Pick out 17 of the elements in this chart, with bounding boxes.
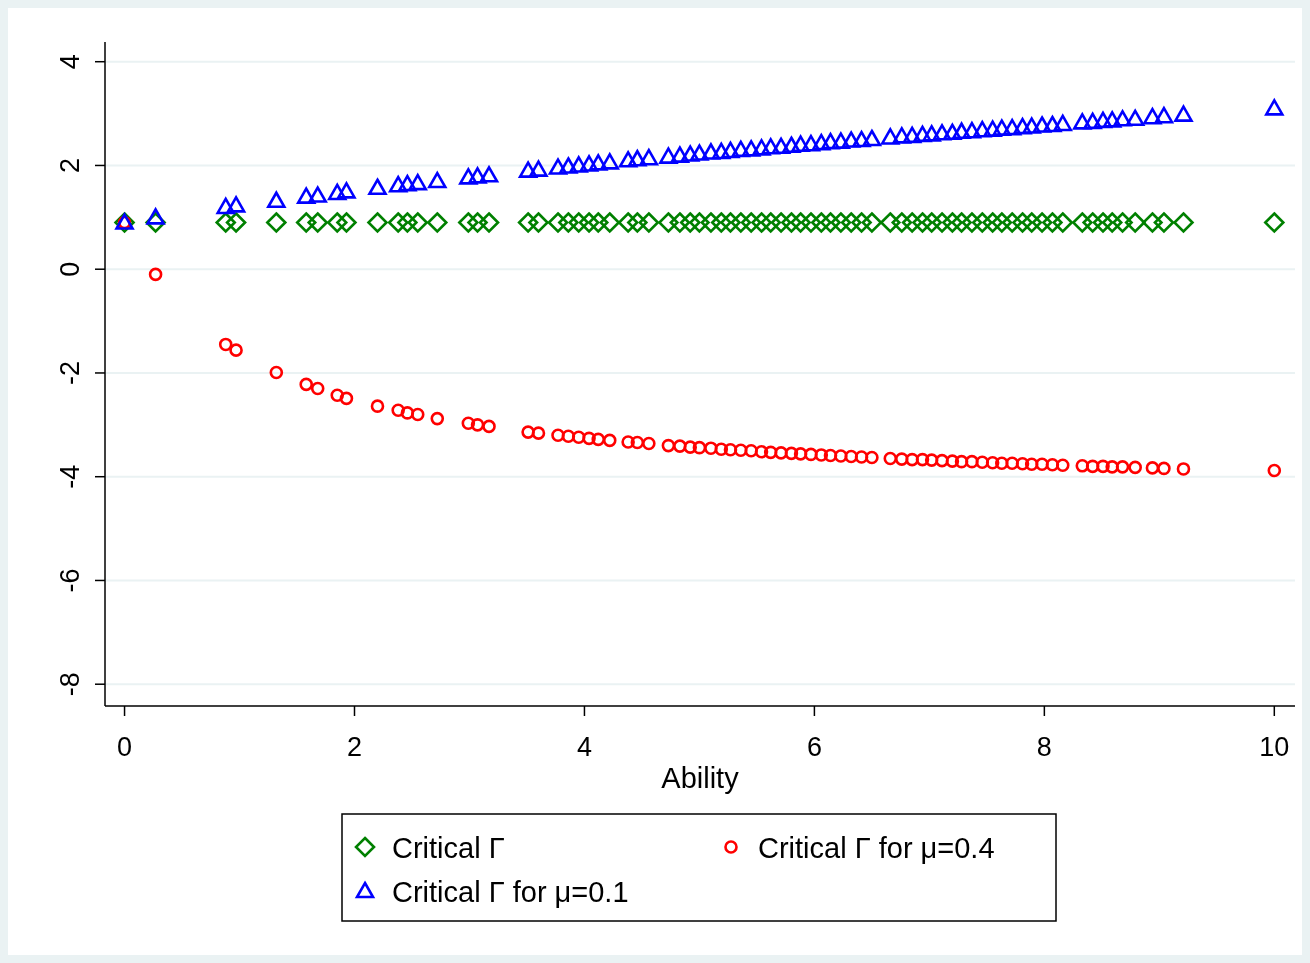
y-tick-label: -4	[55, 464, 85, 489]
x-tick-label: 0	[117, 732, 133, 762]
x-tick-label: 10	[1259, 732, 1290, 762]
y-tick-label: 2	[55, 157, 85, 173]
y-tick-label: -8	[55, 672, 85, 697]
legend-label: Critical Γ for μ=0.1	[392, 876, 629, 908]
x-axis-title: Ability	[661, 762, 740, 794]
x-tick-label: 8	[1036, 732, 1052, 762]
y-tick-label: 4	[55, 54, 85, 70]
y-tick-label: 0	[55, 261, 85, 277]
legend-label: Critical Γ	[392, 832, 505, 864]
legend-label: Critical Γ for μ=0.4	[758, 832, 995, 864]
x-tick-label: 2	[346, 732, 363, 762]
x-tick-label: 6	[806, 732, 822, 762]
y-tick-label: -6	[55, 568, 85, 593]
x-tick-label: 4	[576, 732, 592, 762]
y-tick-label: -2	[55, 360, 85, 385]
